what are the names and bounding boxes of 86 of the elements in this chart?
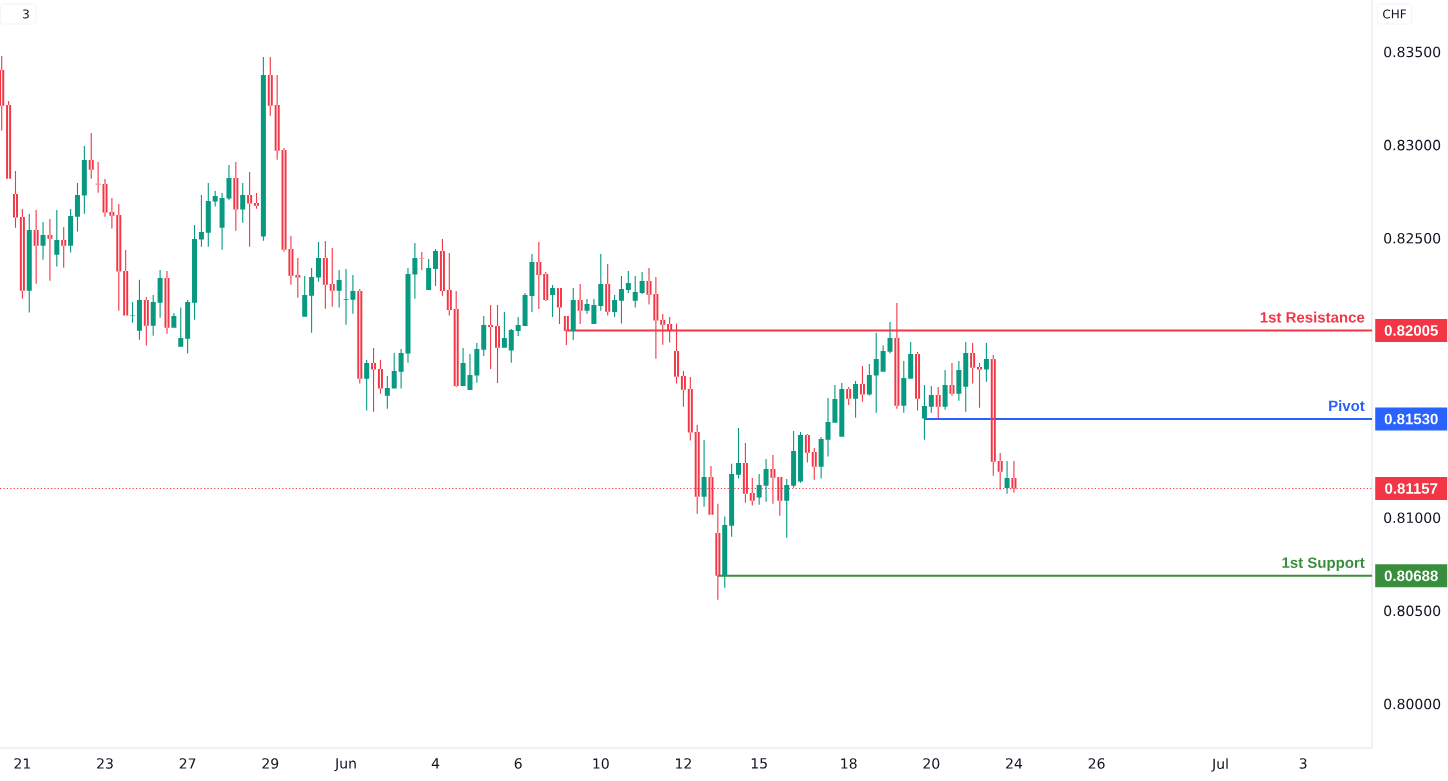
x-tick-label: 12 (676, 758, 691, 769)
candlestick (143, 296, 149, 346)
x-tick-label: Jul (1211, 758, 1228, 772)
x-tick-label: 26 (1088, 758, 1105, 769)
candlestick (61, 226, 67, 268)
candlestick (12, 171, 18, 228)
candlestick (40, 222, 46, 260)
candlestick (274, 74, 280, 160)
candlestick (556, 288, 562, 324)
series-label: 1st Resistance (1260, 311, 1365, 323)
candlestick (1011, 461, 1017, 493)
y-tick-label: 0.83500 (1384, 46, 1441, 58)
ref-line-label: 0.81157 (1385, 483, 1438, 494)
x-tick-label: 20 (923, 758, 940, 769)
y-tick-label: 0.83000 (1384, 139, 1441, 151)
x-tick-label: 3 (1299, 758, 1307, 769)
candlestick (680, 370, 686, 407)
candlestick (233, 161, 239, 231)
x-tick-label: 6 (514, 758, 522, 769)
y-tick-label: 0.81000 (1384, 512, 1441, 524)
candlestick (123, 250, 129, 316)
candlestick (371, 348, 377, 412)
candlestick (247, 171, 253, 247)
candlestick (543, 272, 549, 302)
candlestick (267, 57, 273, 116)
candlestick (439, 239, 445, 296)
candlestick (254, 193, 259, 209)
candlestick (357, 288, 363, 384)
data-label: 0.80688 (1384, 570, 1438, 582)
candlestick (715, 503, 721, 600)
data-label: 0.81530 (1384, 413, 1438, 425)
x-tick-label: 27 (179, 758, 196, 769)
x-tick-label: 18 (841, 758, 857, 769)
candlestick (419, 252, 425, 270)
x-tick-label: Jun (334, 758, 356, 772)
candlestick (646, 268, 652, 305)
x-tick-label: 4 (431, 758, 440, 769)
candlestick (130, 301, 136, 323)
annotation: 3 (23, 9, 29, 19)
candlestick (859, 366, 865, 402)
candlestick (949, 363, 955, 396)
y-tick-label: 0.80000 (1384, 698, 1441, 710)
candlestick (990, 355, 996, 476)
candlestick (970, 342, 976, 384)
x-tick-label: 10 (593, 758, 609, 769)
candlestick (322, 241, 328, 309)
candlestick (997, 453, 1003, 490)
candlestick (977, 363, 983, 408)
candlestick (33, 209, 39, 284)
candlestick (19, 209, 25, 299)
series-label: Pivot (1329, 400, 1365, 412)
candlestick (935, 386, 941, 419)
y-axis-title: CHF (1383, 9, 1406, 19)
candlestick (495, 304, 500, 384)
x-tick-label: 23 (97, 758, 113, 769)
candlestick (453, 291, 459, 387)
x-tick-label: 24 (1006, 758, 1023, 769)
y-tick-label: 0.80500 (1384, 605, 1441, 617)
candlestick (116, 204, 122, 311)
candlestick (536, 242, 542, 310)
candlestick (295, 258, 301, 298)
candlestick (770, 454, 776, 504)
candlestick (687, 377, 693, 441)
x-tick-label: 29 (262, 758, 279, 769)
series-label: 1st Support (1282, 557, 1365, 571)
candlestick (329, 247, 335, 307)
candlestick (0, 56, 5, 131)
data-label: 0.82005 (1384, 325, 1438, 336)
candlestick (577, 283, 583, 324)
candlestick (887, 321, 893, 354)
candlestick (804, 434, 810, 463)
x-tick-label: 21 (14, 758, 30, 769)
candlestick (47, 218, 53, 281)
candlestick (377, 359, 383, 394)
y-tick-label: 0.82500 (1384, 232, 1441, 244)
candlestick (605, 263, 611, 316)
candlestick (164, 271, 170, 334)
candlestick (6, 100, 12, 179)
candlestick (915, 351, 921, 411)
candlestick (95, 161, 101, 193)
candlestick (811, 448, 817, 480)
x-tick-label: 15 (751, 758, 767, 769)
candlestick (446, 252, 452, 316)
candlestick (846, 386, 852, 406)
candlestick (88, 133, 94, 179)
candlestick (488, 304, 494, 370)
